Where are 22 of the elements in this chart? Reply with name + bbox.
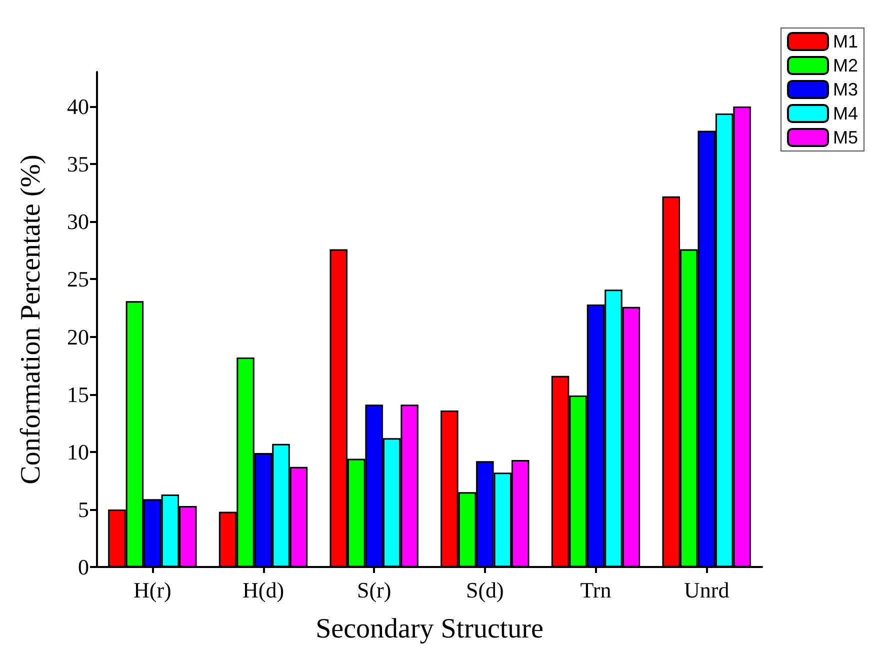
y-tick-label: 25 [67, 266, 89, 292]
legend-label: M3 [832, 80, 858, 100]
legend-label: M5 [832, 128, 858, 148]
legend-label: M4 [832, 104, 858, 124]
y-tick-label: 5 [78, 496, 89, 522]
x-tick-label: Trn [580, 578, 612, 602]
x-axis-title: Secondary Structure [316, 614, 544, 644]
x-tick-label: S(d) [466, 578, 504, 602]
y-tick-label: 10 [67, 439, 89, 464]
y-axis-title: Conformation Percentate (%) [16, 154, 46, 484]
y-tick-label: 40 [67, 94, 89, 120]
legend-label: M1 [832, 32, 858, 52]
legend-label: M2 [832, 56, 858, 76]
x-tick-label: H(r) [133, 578, 172, 602]
y-tick-label: 30 [67, 209, 89, 234]
y-tick-label: 0 [78, 554, 89, 580]
y-tick-label: 35 [67, 152, 89, 177]
x-tick-label: S(r) [356, 578, 392, 602]
y-tick-label: 15 [67, 382, 89, 407]
x-tick-label: Unrd [684, 578, 730, 602]
y-tick-label: 20 [67, 324, 89, 350]
x-tick-label: H(d) [242, 578, 284, 602]
